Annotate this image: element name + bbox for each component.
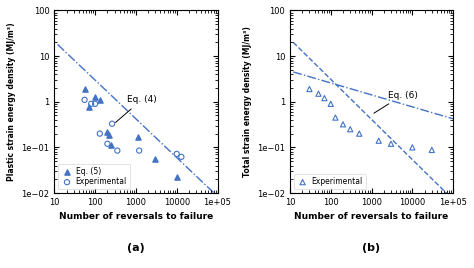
Experimental: [327, 102, 335, 106]
Text: Eq. (4): Eq. (4): [116, 95, 156, 122]
Text: (a): (a): [127, 243, 145, 254]
Experimental: [306, 87, 313, 91]
Experimental: [315, 92, 322, 96]
Experimental: [81, 98, 88, 102]
Experimental: [87, 102, 95, 106]
Experimental: [346, 127, 354, 131]
Experimental: [332, 116, 339, 120]
Eq. (5): [108, 143, 115, 147]
Experimental: [339, 122, 347, 126]
Y-axis label: Plastic strain energy density (MJ/m³): Plastic strain energy density (MJ/m³): [7, 23, 16, 181]
Legend: Eq. (5), Experimental: Eq. (5), Experimental: [58, 163, 130, 189]
Text: (b): (b): [363, 243, 381, 254]
Experimental: [114, 148, 121, 153]
Experimental: [375, 139, 383, 143]
Experimental: [96, 132, 104, 136]
Eq. (5): [152, 157, 159, 161]
Eq. (5): [134, 135, 141, 139]
Experimental: [428, 148, 436, 152]
Experimental: [136, 148, 143, 153]
Experimental: [387, 142, 395, 146]
Eq. (5): [105, 132, 113, 137]
Eq. (5): [173, 175, 181, 180]
Eq. (5): [85, 105, 92, 110]
Eq. (5): [81, 87, 88, 91]
Text: Eq. (6): Eq. (6): [374, 91, 418, 113]
Eq. (5): [91, 94, 99, 99]
Y-axis label: Total strain energy density (MJ/m³): Total strain energy density (MJ/m³): [243, 26, 252, 177]
Experimental: [91, 102, 99, 106]
Eq. (5): [104, 130, 111, 134]
Legend: Experimental: Experimental: [294, 174, 365, 189]
Experimental: [108, 122, 116, 126]
Experimental: [356, 132, 363, 136]
Experimental: [178, 155, 185, 159]
Experimental: [320, 96, 328, 100]
X-axis label: Number of reversals to failure: Number of reversals to failure: [294, 213, 449, 221]
Experimental: [104, 142, 111, 146]
X-axis label: Number of reversals to failure: Number of reversals to failure: [59, 213, 213, 221]
Eq. (5): [96, 98, 104, 102]
Experimental: [173, 152, 181, 156]
Experimental: [409, 145, 416, 150]
